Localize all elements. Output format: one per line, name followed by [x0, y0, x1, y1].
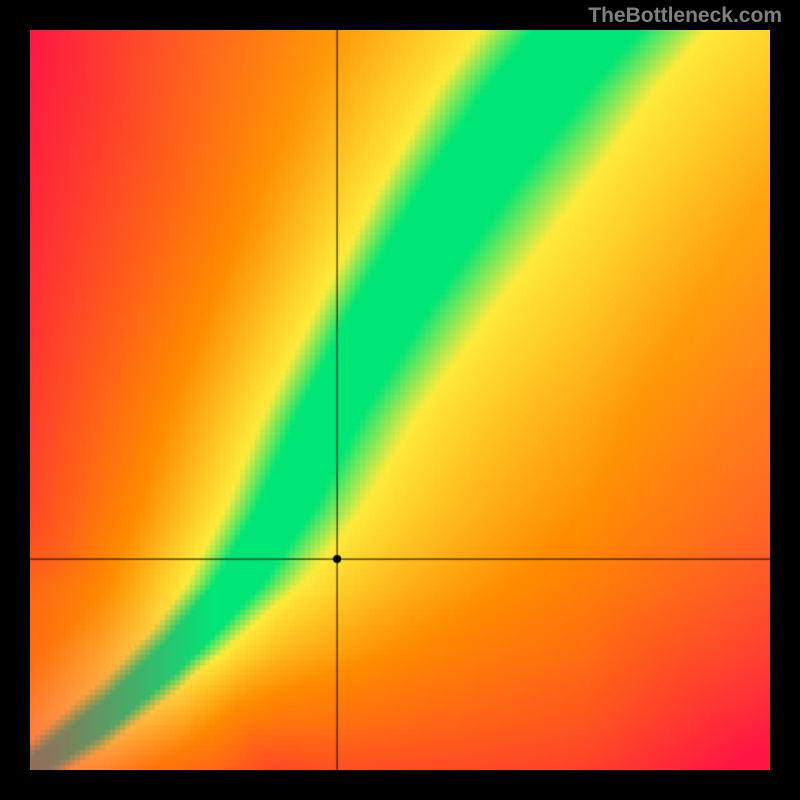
watermark-text: TheBottleneck.com — [588, 4, 782, 28]
bottleneck-heatmap — [30, 30, 770, 770]
heatmap-canvas — [30, 30, 770, 770]
